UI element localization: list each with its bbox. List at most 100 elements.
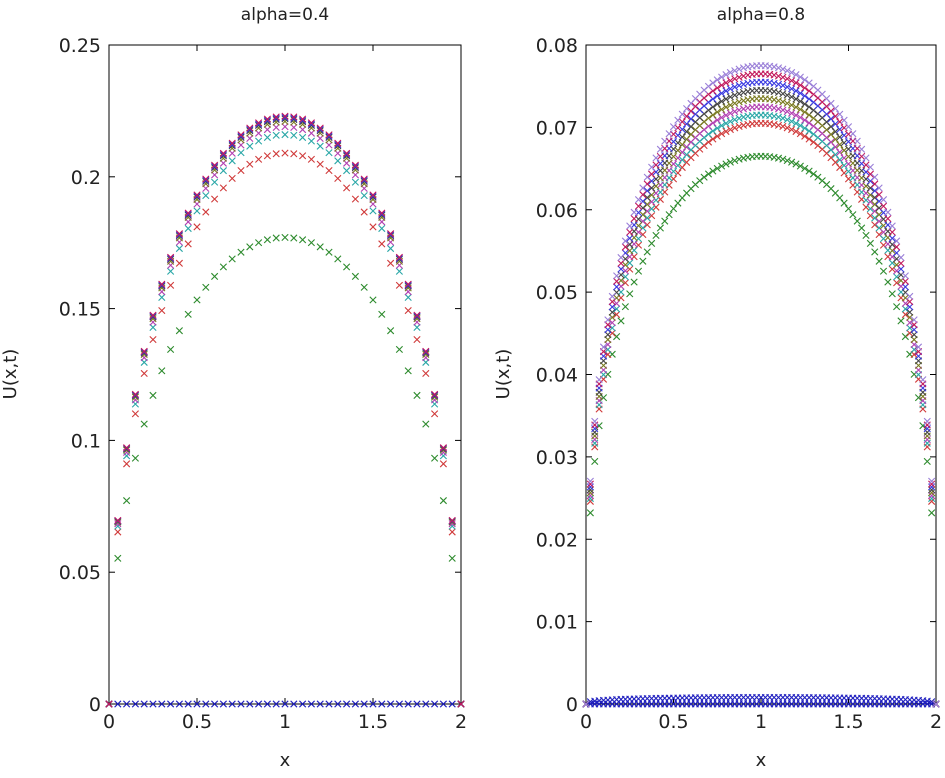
point-marker (290, 123, 298, 132)
point-marker (831, 128, 839, 136)
point-marker (334, 139, 342, 147)
point-marker (158, 282, 166, 290)
point-marker (255, 239, 263, 247)
point-marker (149, 391, 157, 399)
point-marker (792, 71, 800, 79)
point-marker (439, 452, 447, 460)
point-marker (325, 149, 333, 157)
point-marker (731, 91, 739, 99)
point-marker (674, 124, 682, 132)
ytick-label: 0.08 (536, 35, 578, 57)
point-marker (413, 336, 421, 344)
point-marker (840, 154, 848, 162)
point-marker (726, 158, 734, 166)
point-marker (897, 259, 905, 267)
point-marker (726, 93, 734, 101)
point-marker (167, 253, 175, 261)
point-marker (211, 178, 219, 186)
point-marker (369, 700, 377, 708)
ytick-label: 0 (89, 694, 101, 716)
point-marker (202, 176, 210, 184)
point-marker (167, 700, 175, 708)
point-marker (307, 121, 315, 130)
point-marker (613, 299, 621, 308)
point-marker (770, 79, 778, 87)
point-marker (360, 176, 368, 184)
point-marker (413, 313, 421, 321)
point-marker (123, 460, 131, 468)
point-marker (378, 240, 386, 248)
point-marker (739, 97, 748, 105)
point-marker (735, 122, 743, 131)
point-marker (175, 244, 183, 253)
point-marker (378, 210, 386, 218)
point-marker (879, 196, 888, 204)
point-marker (696, 177, 704, 185)
point-marker (831, 135, 839, 143)
point-marker (351, 178, 359, 186)
point-marker (731, 99, 739, 107)
point-marker (378, 224, 386, 233)
point-marker (805, 79, 813, 87)
point-marker (844, 205, 853, 213)
point-marker (211, 162, 219, 171)
point-marker (114, 520, 122, 528)
point-marker (884, 208, 892, 216)
ticks-left: 0 0.5 1 1.5 2 0 0.05 0.1 0.15 0.2 0.25 (59, 35, 467, 733)
point-marker (853, 217, 861, 225)
point-marker (246, 127, 254, 135)
point-marker (586, 497, 594, 505)
point-marker (840, 169, 848, 177)
point-marker (656, 188, 664, 196)
point-marker (648, 239, 656, 247)
point-marker (281, 123, 289, 131)
point-marker (439, 497, 447, 505)
point-marker (586, 480, 594, 488)
point-marker (263, 116, 271, 125)
point-marker (866, 163, 874, 171)
point-marker (219, 152, 227, 160)
point-marker (582, 700, 590, 708)
point-marker (774, 64, 783, 72)
point-marker (255, 121, 263, 130)
axes-box-right (585, 44, 937, 705)
point-marker (343, 152, 351, 160)
point-marker (779, 73, 787, 81)
point-marker (290, 115, 298, 124)
point-marker (422, 350, 430, 359)
point-marker (237, 166, 245, 175)
point-marker (774, 105, 783, 113)
point-marker (378, 700, 386, 708)
point-marker (678, 110, 686, 118)
point-marker (448, 516, 456, 525)
point-marker (613, 333, 621, 341)
point-marker (325, 131, 333, 139)
series-8 (105, 112, 465, 708)
point-marker (928, 492, 936, 500)
series-0 (105, 700, 465, 708)
point-marker (246, 243, 254, 251)
point-marker (343, 149, 351, 157)
point-marker (237, 700, 245, 708)
point-marker (608, 319, 616, 327)
point-marker (906, 292, 914, 300)
point-marker (369, 192, 377, 200)
point-marker (621, 279, 629, 287)
point-marker (928, 477, 936, 485)
point-marker (105, 700, 113, 708)
point-marker (158, 280, 166, 288)
point-marker (796, 105, 804, 114)
point-marker (836, 163, 844, 172)
point-marker (175, 700, 183, 708)
point-marker (731, 156, 739, 165)
point-marker (307, 119, 315, 127)
point-marker (263, 115, 271, 123)
point-marker (805, 167, 813, 175)
point-marker (849, 130, 857, 138)
point-marker (158, 293, 166, 301)
point-marker (643, 248, 651, 256)
point-marker (617, 253, 625, 262)
point-marker (184, 210, 192, 218)
point-marker (202, 177, 210, 185)
